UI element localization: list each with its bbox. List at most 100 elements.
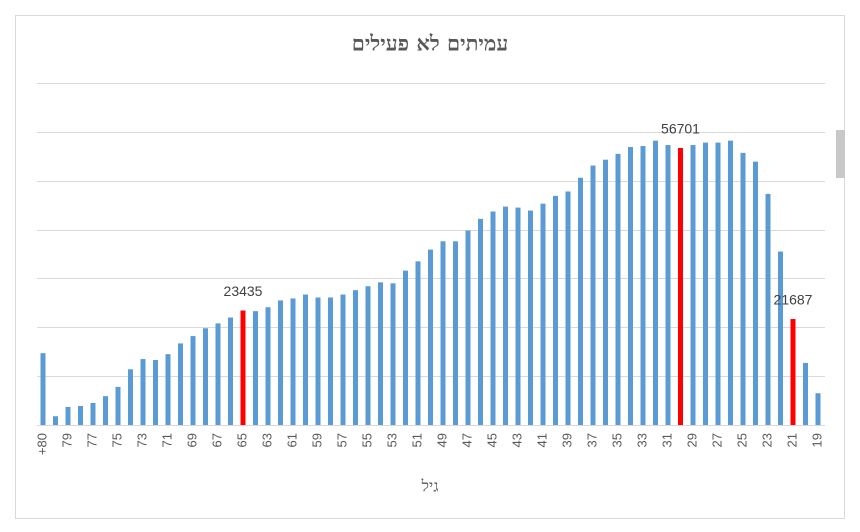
x-tick-label: 27 <box>709 433 724 447</box>
x-tick-label: 73 <box>134 433 149 447</box>
bar <box>665 145 671 425</box>
x-tick-label: 71 <box>159 433 174 447</box>
bar <box>290 298 296 425</box>
bar <box>340 294 346 425</box>
bar <box>590 165 596 425</box>
bar <box>815 393 821 425</box>
x-tick-label: 55 <box>359 433 374 447</box>
x-tick-label: 65 <box>234 433 249 447</box>
bar <box>90 403 96 425</box>
bar <box>803 362 808 425</box>
bar <box>365 286 371 425</box>
x-tick-label: 25 <box>734 433 749 447</box>
bar <box>328 297 333 425</box>
bar <box>478 218 483 425</box>
bar <box>753 161 758 425</box>
data-label: 56701 <box>661 121 700 137</box>
bar <box>653 140 658 425</box>
data-label: 23435 <box>224 283 263 299</box>
bar <box>390 283 396 425</box>
bar <box>453 241 458 425</box>
x-tick-label: 63 <box>259 433 274 447</box>
chart-title: עמיתים לא פעילים <box>352 31 508 56</box>
bar <box>153 360 158 425</box>
bar <box>490 211 496 425</box>
x-tick-label: 75 <box>109 433 124 447</box>
bar <box>540 203 546 425</box>
bar <box>778 251 783 425</box>
bar <box>715 142 721 425</box>
bar <box>253 311 258 425</box>
x-tick-label: 29 <box>684 433 699 447</box>
bar <box>553 195 558 425</box>
x-tick-label: 23 <box>759 433 774 447</box>
bar <box>353 290 358 425</box>
bar <box>690 145 696 425</box>
bar <box>128 369 133 425</box>
bar <box>278 300 283 425</box>
bar <box>78 405 83 425</box>
data-label: 21687 <box>774 292 813 308</box>
x-tick-label: 19 <box>809 433 824 447</box>
bar <box>740 152 746 425</box>
x-tick-label: 39 <box>559 433 574 447</box>
bar <box>703 142 708 425</box>
bar <box>190 336 196 425</box>
x-axis-title: גיל <box>421 477 439 496</box>
bar <box>178 343 183 425</box>
bar <box>53 416 58 425</box>
bar <box>515 207 521 425</box>
x-tick-label: 35 <box>609 433 624 447</box>
bar <box>215 323 221 425</box>
x-tick-label: 67 <box>209 433 224 447</box>
bar <box>465 230 471 425</box>
x-tick-label: 77 <box>84 433 99 447</box>
x-tick-label: 61 <box>284 433 299 447</box>
x-tick-label: 37 <box>584 433 599 447</box>
bar <box>528 210 533 425</box>
bar <box>265 307 271 425</box>
bar <box>228 317 233 425</box>
bar <box>240 310 246 425</box>
bar <box>628 147 633 425</box>
bar <box>40 353 46 425</box>
bar <box>103 396 108 425</box>
x-tick-label: 41 <box>534 433 549 447</box>
x-tick-label: 69 <box>184 433 199 447</box>
bar <box>765 193 771 425</box>
x-tick-label: 53 <box>384 433 399 447</box>
bar <box>115 386 121 425</box>
x-tick-label: 57 <box>334 433 349 447</box>
bar <box>728 140 733 425</box>
x-tick-label: 79 <box>59 433 74 447</box>
bar <box>678 147 683 426</box>
x-tick-label: 47 <box>459 433 474 447</box>
x-tick-label: 45 <box>484 433 499 447</box>
bar <box>378 282 383 425</box>
x-tick-label: 43 <box>509 433 524 447</box>
x-tick-label: 21 <box>784 433 799 447</box>
bar <box>303 294 308 425</box>
x-tick-label: 49 <box>434 433 449 447</box>
bar <box>165 354 171 425</box>
bar <box>415 261 421 425</box>
bar <box>140 359 146 425</box>
bar <box>65 406 71 425</box>
bar <box>578 177 583 425</box>
bar <box>565 191 571 425</box>
bar <box>203 328 208 425</box>
bar <box>640 146 646 426</box>
x-tick-label: 31 <box>659 433 674 447</box>
scrollbar-thumb[interactable] <box>836 130 845 178</box>
x-tick-label: 51 <box>409 433 424 447</box>
bar <box>403 270 408 425</box>
bar <box>790 319 796 425</box>
x-tick-label: 33 <box>634 433 649 447</box>
x-tick-label: +80 <box>34 433 49 455</box>
bar <box>503 206 508 425</box>
x-tick-label: 59 <box>309 433 324 447</box>
bar <box>315 297 321 425</box>
bar <box>440 241 446 425</box>
bar <box>603 159 608 425</box>
